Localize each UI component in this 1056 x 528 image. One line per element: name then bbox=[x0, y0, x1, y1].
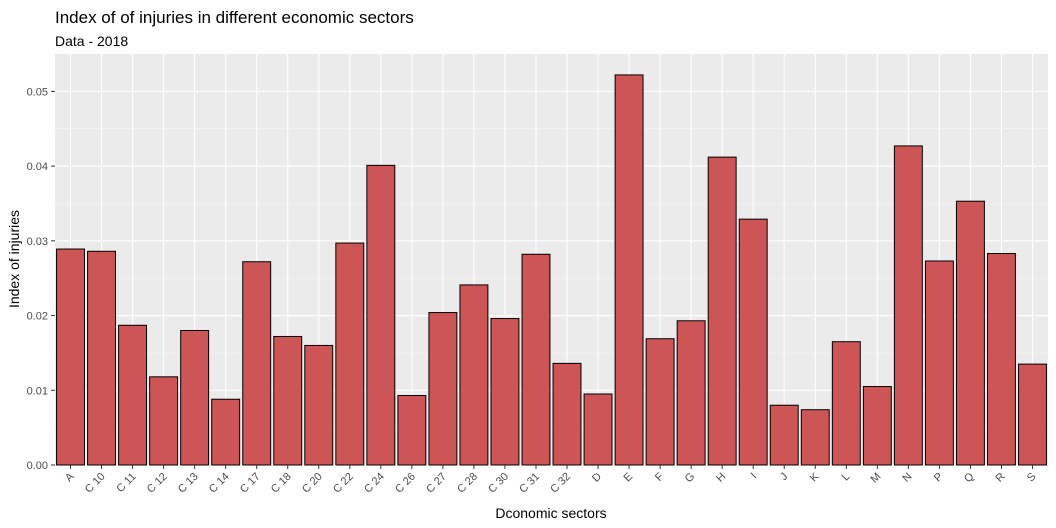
bar bbox=[56, 248, 85, 466]
bar bbox=[459, 284, 489, 466]
x-tick-label: R bbox=[993, 471, 1007, 485]
x-tick-label: C 30 bbox=[486, 471, 511, 496]
x-tick-label: C 17 bbox=[238, 471, 263, 496]
bar bbox=[242, 261, 272, 466]
bar bbox=[707, 156, 737, 466]
bar bbox=[366, 164, 396, 466]
bar bbox=[645, 338, 675, 466]
bar bbox=[862, 386, 892, 466]
bar bbox=[738, 218, 768, 466]
x-tick-label: C 28 bbox=[455, 471, 480, 496]
x-tick-label: H bbox=[714, 471, 728, 485]
x-tick-label: C 13 bbox=[176, 471, 201, 496]
bar bbox=[521, 253, 551, 466]
y-axis: 0.00 0.01 0.02 0.03 0.04 0.05 bbox=[27, 86, 55, 472]
y-tick-label: 0.00 bbox=[27, 460, 48, 472]
bar bbox=[893, 145, 923, 466]
bar bbox=[676, 320, 706, 466]
x-tick-label: C 10 bbox=[83, 471, 108, 496]
x-tick-label: N bbox=[900, 471, 914, 485]
x-tick-label: M bbox=[868, 471, 883, 486]
bar bbox=[924, 260, 954, 466]
x-tick-label: C 26 bbox=[393, 471, 418, 496]
bar bbox=[955, 200, 985, 466]
x-tick-label: F bbox=[653, 470, 666, 483]
bar bbox=[149, 376, 179, 466]
bar bbox=[769, 404, 799, 466]
y-axis-title: Index of injuries bbox=[6, 210, 22, 308]
x-tick-label: C 20 bbox=[300, 471, 325, 496]
x-tick-label: I bbox=[749, 471, 760, 482]
bar bbox=[180, 329, 210, 466]
x-tick-label: C 18 bbox=[269, 471, 294, 496]
y-tick-label: 0.05 bbox=[27, 86, 48, 98]
y-tick-label: 0.02 bbox=[27, 311, 48, 323]
y-tick-label: 0.04 bbox=[27, 161, 48, 173]
bar bbox=[428, 312, 458, 466]
x-tick-label: E bbox=[622, 471, 636, 485]
x-tick-label: Q bbox=[962, 470, 977, 485]
bar bbox=[304, 344, 334, 466]
x-tick-label: K bbox=[808, 470, 822, 484]
bar bbox=[552, 362, 582, 466]
y-tick-label: 0.01 bbox=[27, 385, 48, 397]
x-tick-label: A bbox=[63, 470, 77, 484]
x-tick-label: C 32 bbox=[548, 471, 573, 496]
x-tick-label: C 11 bbox=[114, 471, 138, 495]
x-tick-label: J bbox=[778, 471, 790, 483]
x-tick-label: C 22 bbox=[331, 471, 356, 496]
x-tick-label: G bbox=[683, 471, 698, 486]
x-tick-label: P bbox=[932, 471, 946, 485]
x-tick-label: S bbox=[1025, 471, 1039, 485]
bar bbox=[986, 253, 1016, 466]
bar bbox=[397, 395, 427, 466]
bar bbox=[1018, 363, 1047, 466]
x-tick-label: C 12 bbox=[145, 471, 170, 496]
bar bbox=[831, 341, 861, 466]
y-tick-label: 0.03 bbox=[27, 236, 48, 248]
bar bbox=[211, 398, 241, 466]
bar bbox=[490, 318, 520, 466]
bar bbox=[118, 324, 148, 466]
x-tick-label: L bbox=[840, 471, 853, 484]
chart-title: Index of of injuries in different econom… bbox=[55, 8, 414, 27]
bar bbox=[614, 74, 644, 466]
bars bbox=[56, 74, 1047, 466]
x-tick-label: C 14 bbox=[207, 471, 232, 496]
bar bbox=[273, 335, 303, 466]
chart-subtitle: Data - 2018 bbox=[55, 33, 128, 49]
x-tick-label: C 24 bbox=[362, 471, 387, 496]
bar bbox=[583, 393, 613, 466]
x-tick-label: D bbox=[590, 471, 604, 485]
bar bbox=[800, 409, 830, 466]
x-tick-label: C 27 bbox=[424, 471, 449, 496]
bar bbox=[87, 250, 117, 466]
x-tick-label: C 31 bbox=[517, 471, 542, 496]
bar bbox=[335, 242, 365, 466]
x-axis-title: Dconomic sectors bbox=[495, 505, 606, 521]
